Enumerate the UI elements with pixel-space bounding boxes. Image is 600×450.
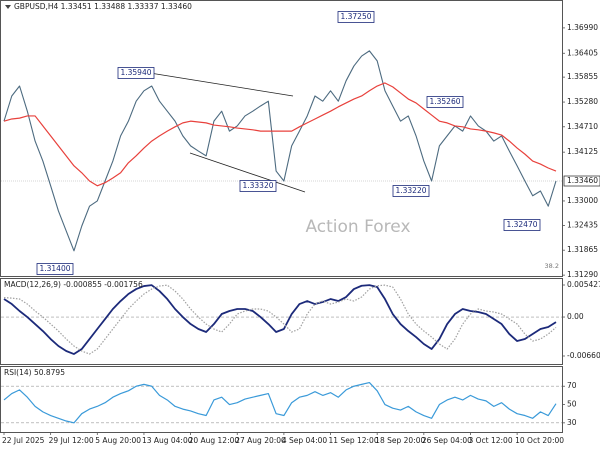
y-tick-label: 1.35855: [567, 72, 598, 81]
y-tick-label: 50: [567, 400, 577, 409]
pane-borders: [0, 0, 563, 433]
x-tick-label: 18 Sep 20:00: [375, 436, 425, 445]
pane-title: RSI(14) 50.8795: [4, 368, 65, 377]
fib-label: 38.2: [545, 262, 559, 270]
x-tick-label: 5 Aug 20:00: [95, 436, 141, 445]
series-line: [3, 82, 557, 187]
annotation-box: [239, 180, 277, 192]
x-tick-label: 13 Aug 04:00: [142, 436, 193, 445]
annotation-box: [426, 96, 464, 108]
menu-icon: [5, 5, 11, 9]
pane-title: MACD(12,26,9) -0.000855 -0.001756: [4, 280, 143, 289]
current-price-box: [563, 175, 600, 187]
x-tick-label: 4 Sep 04:00: [282, 436, 328, 445]
main-pane: [0, 0, 563, 277]
annotation-label: 1.32470: [506, 220, 537, 229]
y-tick-label: 1.33000: [567, 196, 598, 205]
series-line: [3, 284, 557, 355]
y-tick-label: 1.31865: [567, 245, 598, 254]
x-tick-label: 27 Aug 20:00: [235, 436, 286, 445]
y-tick-label: 70: [567, 381, 577, 390]
series-line: [3, 381, 557, 424]
channel-lines: [149, 72, 306, 193]
series-line: [3, 50, 557, 252]
y-tick-label: 1.36990: [567, 23, 598, 32]
y-tick-label: 30: [567, 418, 577, 427]
macd-pane: [0, 278, 563, 365]
y-tick-label: 1.32435: [567, 220, 598, 229]
y-tick-label: 0.00: [567, 312, 584, 321]
channel-upper: [149, 72, 294, 97]
x-tick-label: 10 Oct 20:00: [515, 436, 564, 445]
annotation-box: [392, 185, 430, 197]
pane-title: GBPUSD,H4 1.33451 1.33488 1.33337 1.3346…: [14, 2, 192, 11]
x-tick-label: 20 Aug 12:00: [189, 436, 240, 445]
x-tick-label: 22 Jul 2025: [2, 436, 45, 445]
y-tick-label: 1.31290: [567, 270, 598, 279]
y-tick-label: 1.34125: [567, 147, 598, 156]
x-tick-label: 26 Sep 04:00: [422, 436, 472, 445]
annotation-label: 1.35260: [429, 97, 460, 106]
y-tick-label: 0.005427: [567, 280, 600, 289]
y-tick-label: 1.36405: [567, 48, 598, 57]
rsi-pane: [0, 366, 563, 433]
annotation-label: 1.33220: [395, 186, 426, 195]
channel-lower: [189, 152, 306, 193]
y-tick-label: -0.006603: [567, 351, 600, 360]
x-tick-label: 29 Jul 12:00: [49, 436, 94, 445]
annotation-box: [36, 263, 74, 275]
annotation-box: [117, 67, 155, 79]
annotation-label: 1.33320: [242, 181, 273, 190]
annotation-label: 1.35940: [120, 68, 151, 77]
annotation-label: 1.37250: [340, 12, 371, 21]
annotation-box: [503, 219, 541, 231]
annotation-label: 1.31400: [39, 264, 70, 273]
current-price-label: 1.33460: [567, 176, 598, 185]
y-tick-label: 1.34710: [567, 122, 598, 131]
y-tick-label: 1.35280: [567, 97, 598, 106]
x-tick-label: 3 Oct 12:00: [468, 436, 512, 445]
watermark: Action Forex: [305, 217, 410, 237]
annotation-box: [337, 11, 375, 23]
x-tick-label: 11 Sep 12:00: [329, 436, 379, 445]
